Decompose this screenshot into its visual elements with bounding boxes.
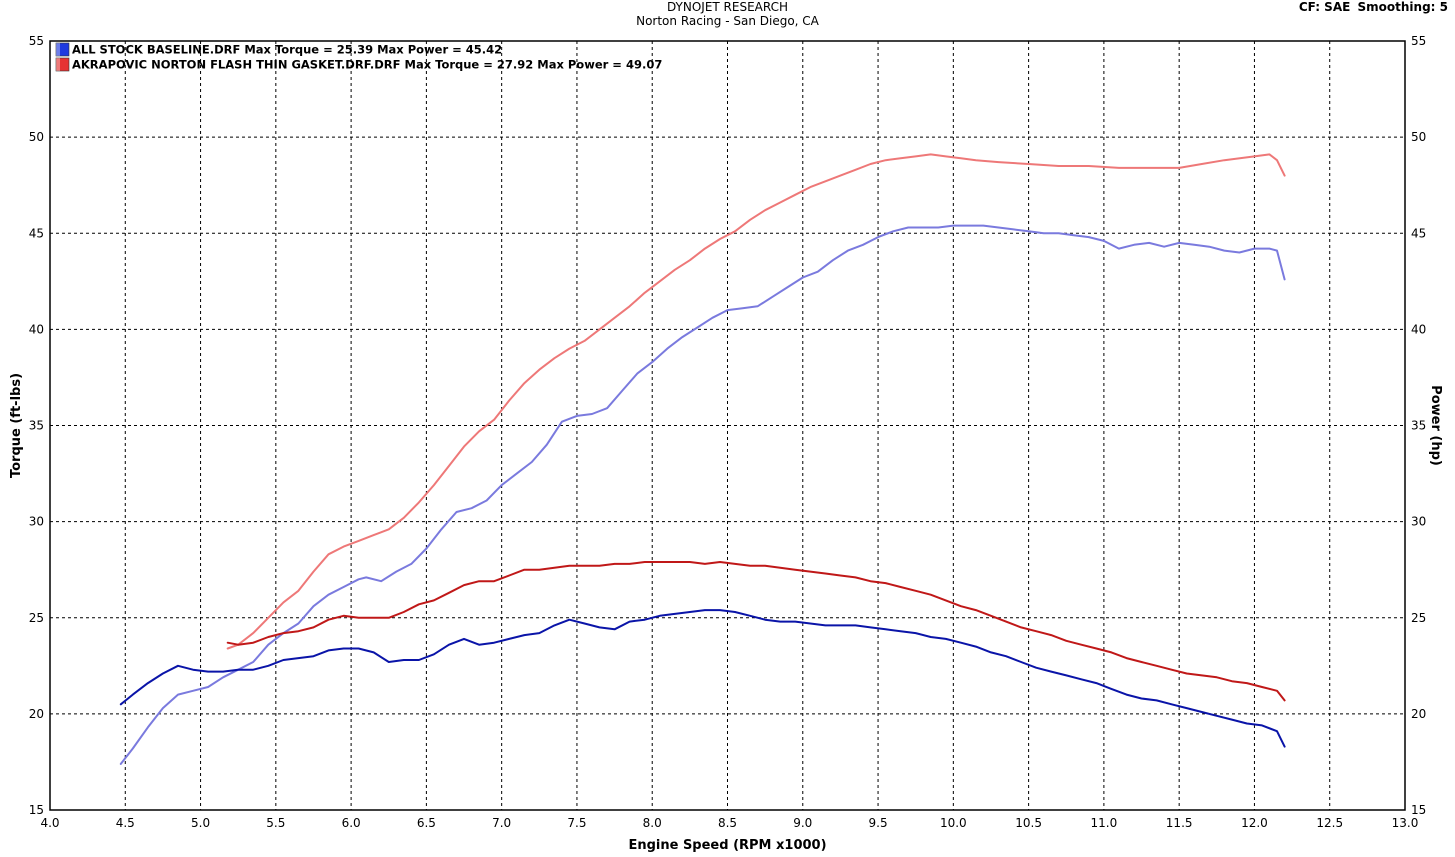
y-tick-label-right: 20: [1411, 707, 1426, 721]
power-series-line-0: [119, 224, 1286, 765]
x-tick-label: 4.5: [116, 816, 135, 830]
x-tick-label: 12.5: [1316, 816, 1343, 830]
y-tick-label-left: 50: [29, 130, 44, 144]
y-tick-label-right: 50: [1411, 130, 1426, 144]
cf-label: CF: SAE: [1298, 0, 1351, 14]
y-tick-label-right: 55: [1411, 34, 1426, 48]
x-tick-label: 6.5: [417, 816, 436, 830]
torque-series-line-2: [119, 609, 1286, 748]
y-tick-label-left: 25: [29, 611, 44, 625]
legend[interactable]: ALL STOCK BASELINE.DRF Max Torque = 25.3…: [55, 42, 662, 72]
x-tick-label: 8.0: [643, 816, 662, 830]
plot-frame: [49, 40, 1406, 811]
y-tick-label-left: 55: [29, 34, 44, 48]
grid: [50, 41, 1405, 810]
settings-readout: CF: SAE Smoothing: 5: [1296, 0, 1448, 14]
x-tick-label: 8.5: [718, 816, 737, 830]
x-tick-label: 9.5: [869, 816, 888, 830]
x-tick-label: 6.0: [342, 816, 361, 830]
x-tick-label: 9.0: [793, 816, 812, 830]
x-tick-label: 4.0: [40, 816, 59, 830]
y-tick-label-left: 45: [29, 226, 44, 240]
x-tick-label: 10.5: [1015, 816, 1042, 830]
series-lines: [119, 153, 1286, 765]
legend-item[interactable]: ALL STOCK BASELINE.DRF Max Torque = 25.3…: [55, 42, 502, 57]
y-tick-label-left: 35: [29, 419, 44, 433]
chart-title: DYNOJET RESEARCH: [666, 0, 789, 14]
x-axis-label: Engine Speed (RPM x1000): [628, 838, 826, 853]
legend-label: AKRAPOVIC NORTON FLASH THIN GASKET.DRF.D…: [72, 58, 662, 72]
y-tick-label-right: 40: [1411, 322, 1426, 336]
x-tick-label: 7.0: [492, 816, 511, 830]
y-tick-label-right: 45: [1411, 226, 1426, 240]
legend-label: ALL STOCK BASELINE.DRF Max Torque = 25.3…: [72, 43, 502, 57]
y-tick-label-right: 15: [1411, 803, 1426, 817]
y-axis-label-left: Torque (ft-lbs): [9, 373, 24, 478]
x-tick-label: 11.5: [1166, 816, 1193, 830]
tick-labels: 4.0 4.5 5.0 5.5 6.0 6.5 7.0 7.5 8.0 8.5 9.0 9.5 10.0…: [29, 34, 1427, 830]
x-tick-label: 12.0: [1241, 816, 1268, 830]
y-tick-label-left: 20: [29, 707, 44, 721]
power-series-line-1: [226, 153, 1286, 650]
y-tick-label-left: 15: [29, 803, 44, 817]
x-tick-label: 10.0: [940, 816, 967, 830]
legend-swatch: [55, 57, 70, 72]
chart-subtitle: Norton Racing - San Diego, CA: [636, 14, 819, 28]
y-tick-label-right: 25: [1411, 611, 1426, 625]
x-tick-label: 5.0: [191, 816, 210, 830]
x-tick-label: 11.0: [1091, 816, 1118, 830]
legend-swatch-shine: [56, 43, 60, 56]
x-tick-label: 5.5: [266, 816, 285, 830]
y-tick-label-right: 35: [1411, 419, 1426, 433]
x-tick-label: 13.0: [1392, 816, 1419, 830]
legend-item[interactable]: AKRAPOVIC NORTON FLASH THIN GASKET.DRF.D…: [55, 57, 662, 72]
legend-swatch-shine: [56, 58, 60, 71]
smoothing-label: Smoothing: 5: [1357, 0, 1449, 14]
torque-series-line-3: [226, 561, 1286, 702]
y-tick-label-right: 30: [1411, 515, 1426, 529]
y-tick-label-left: 30: [29, 515, 44, 529]
legend-swatch: [55, 42, 70, 57]
y-axis-label-right: Power (hp): [1428, 385, 1443, 466]
x-tick-label: 7.5: [567, 816, 586, 830]
y-tick-label-left: 40: [29, 322, 44, 336]
